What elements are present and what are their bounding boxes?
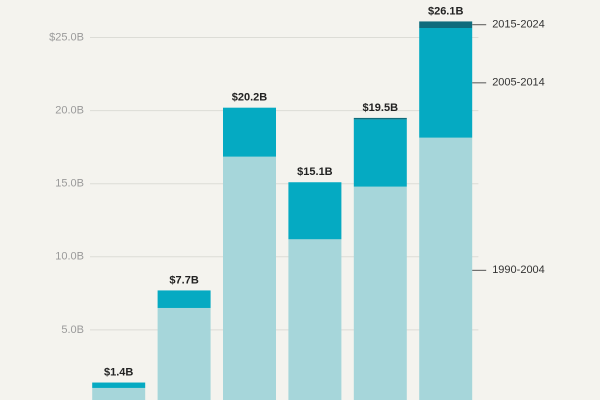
legend-label: 1990-2004 xyxy=(492,264,545,276)
y-tick-label: 5.0B xyxy=(61,324,84,336)
bar-segment xyxy=(419,28,473,138)
total-label: $7.7B xyxy=(169,274,198,286)
y-tick-label: 15.0B xyxy=(55,178,84,190)
total-label: $19.5B xyxy=(363,102,399,114)
bar-segment xyxy=(353,119,407,187)
total-label: $1.4B xyxy=(104,366,133,378)
bar-segment xyxy=(157,290,211,308)
total-label: $20.2B xyxy=(232,92,268,104)
bar-segment xyxy=(353,186,407,400)
legend-label: 2005-2014 xyxy=(492,77,545,89)
total-label: $26.1B xyxy=(428,5,464,17)
bar-segment xyxy=(223,107,276,157)
bar-segment xyxy=(157,307,211,400)
bar-segment xyxy=(92,382,146,388)
legend-label: 2015-2024 xyxy=(492,19,545,31)
bar-segment xyxy=(419,137,473,400)
bar-segment xyxy=(288,182,342,240)
y-tick-label: $25.0B xyxy=(49,31,84,43)
bar-segment xyxy=(92,387,146,400)
y-tick-label: 10.0B xyxy=(55,251,84,263)
bar-segment xyxy=(223,156,276,400)
bar-segment xyxy=(353,117,407,120)
y-tick-label: 20.0B xyxy=(55,105,84,117)
bar-segment xyxy=(288,239,342,400)
total-label: $15.1B xyxy=(297,166,333,178)
bar-segment xyxy=(419,21,473,29)
